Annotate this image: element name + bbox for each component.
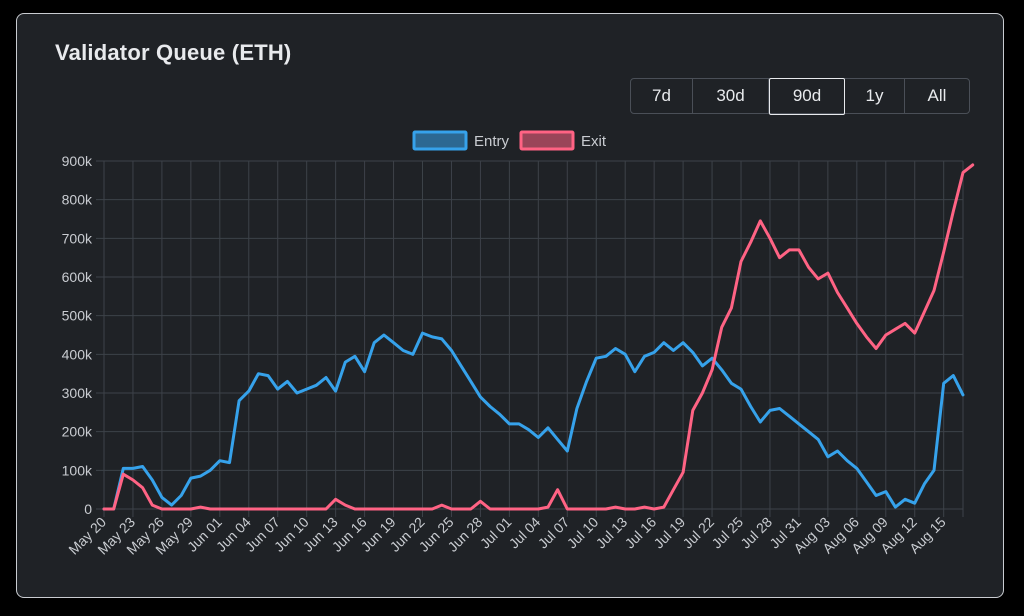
x-tick-label: Jul 01 — [477, 514, 515, 552]
chart-card: Validator Queue (ETH) 7d 30d 90d 1y All — [16, 13, 1004, 598]
x-tick-label: Jul 07 — [535, 514, 573, 552]
range-button-90d[interactable]: 90d — [769, 77, 845, 115]
y-tick-label: 200k — [62, 424, 93, 440]
time-range-selector: 7d 30d 90d 1y All — [630, 77, 970, 115]
range-button-30d[interactable]: 30d — [693, 79, 769, 113]
legend-label-entry[interactable]: Entry — [474, 133, 510, 150]
x-tick-label: Jul 25 — [708, 514, 746, 552]
legend-swatch-exit[interactable] — [519, 130, 575, 151]
x-tick-label: Jul 10 — [564, 514, 602, 552]
x-tick-label: Jul 16 — [622, 514, 660, 552]
chart-title: Validator Queue (ETH) — [55, 40, 292, 65]
y-tick-label: 700k — [62, 230, 93, 246]
legend-swatch-entry[interactable] — [412, 130, 468, 151]
y-tick-label: 400k — [62, 346, 93, 362]
x-tick-label: Jul 28 — [737, 514, 775, 552]
y-tick-label: 100k — [62, 462, 93, 478]
y-tick-label: 300k — [62, 385, 93, 401]
x-tick-label: Jul 04 — [506, 514, 544, 552]
x-tick-label: Jul 22 — [679, 514, 717, 552]
series-line-entry — [102, 331, 965, 511]
y-tick-label: 500k — [62, 308, 93, 324]
range-button-all[interactable]: All — [927, 86, 947, 105]
range-button-1y[interactable]: 1y — [845, 79, 905, 113]
y-tick-label: 0 — [84, 501, 92, 517]
x-tick-label: Jul 13 — [593, 514, 631, 552]
y-tick-label: 900k — [62, 153, 93, 169]
range-button-7d[interactable]: 7d — [631, 79, 693, 113]
y-tick-label: 800k — [62, 192, 93, 208]
legend-label-exit[interactable]: Exit — [581, 133, 607, 150]
series-line-exit — [102, 163, 975, 511]
x-tick-label: Jul 19 — [650, 514, 688, 552]
y-tick-label: 600k — [62, 269, 93, 285]
